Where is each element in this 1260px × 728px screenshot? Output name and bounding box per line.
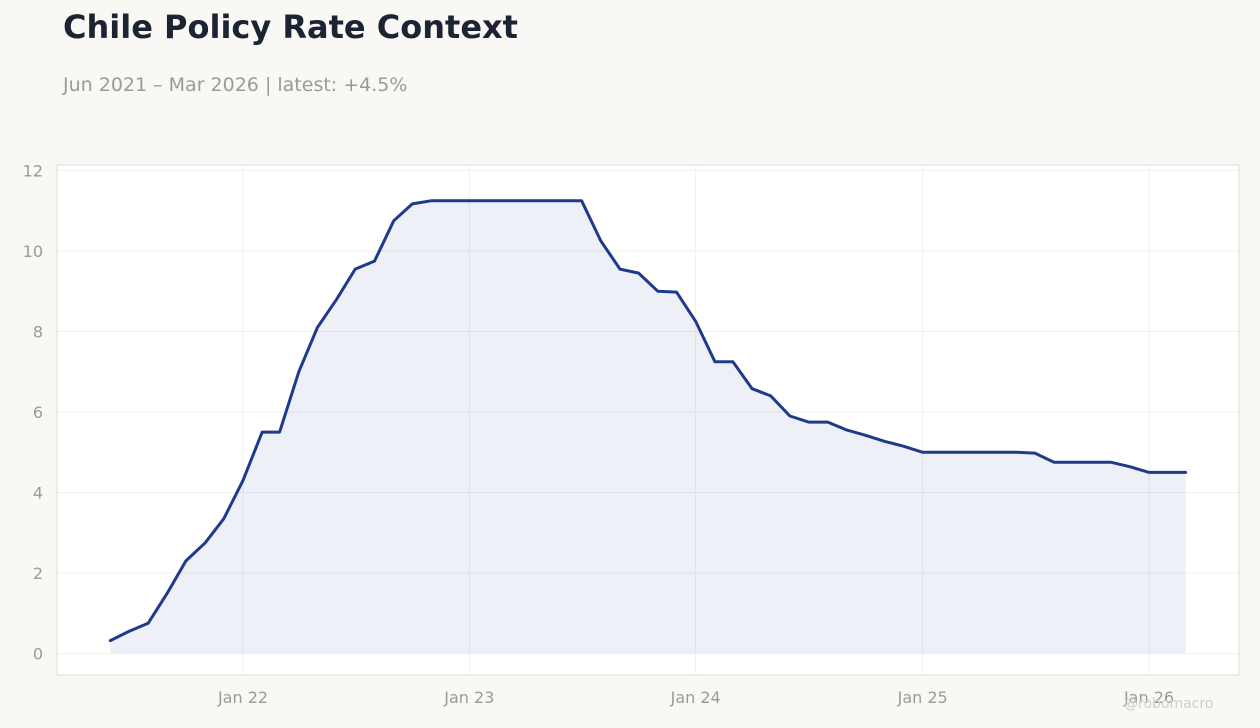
- x-tick-label: Jan 25: [897, 688, 948, 707]
- y-tick-label: 8: [33, 323, 43, 342]
- y-tick-label: 10: [23, 242, 43, 261]
- y-tick-label: 6: [33, 403, 43, 422]
- page-subtitle: Jun 2021 – Mar 2026 | latest: +4.5%: [63, 74, 408, 96]
- series-line: [108, 199, 1188, 643]
- y-tick-label: 4: [33, 484, 43, 503]
- plot-area: [56, 164, 1240, 676]
- x-tick-label: Jan 22: [217, 688, 268, 707]
- y-axis-ticks: 0 2 4 6 8 10 12: [23, 162, 43, 664]
- y-tick-label: 0: [33, 645, 43, 664]
- page-title: Chile Policy Rate Context: [63, 8, 518, 46]
- series-area-fill: [110, 200, 1186, 654]
- watermark: @robomacro: [1124, 696, 1214, 712]
- x-tick-label: Jan 24: [670, 688, 721, 707]
- y-tick-label: 12: [23, 162, 43, 181]
- y-tick-label: 2: [33, 564, 43, 583]
- x-tick-label: Jan 23: [443, 688, 494, 707]
- grid: [57, 165, 1239, 675]
- x-tick-label: Jan 26: [1123, 688, 1174, 707]
- x-axis-ticks: Jan 22 Jan 23 Jan 24 Jan 25 Jan 26: [217, 688, 1174, 707]
